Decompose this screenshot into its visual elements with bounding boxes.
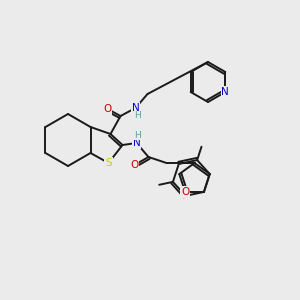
Text: O: O [181, 187, 189, 197]
Text: N: N [133, 138, 140, 148]
Text: N: N [132, 103, 140, 113]
Text: N: N [221, 87, 229, 97]
Text: O: O [103, 104, 112, 114]
Text: H: H [134, 112, 141, 121]
Text: O: O [130, 160, 139, 170]
Text: H: H [134, 130, 141, 140]
Text: S: S [105, 158, 112, 168]
